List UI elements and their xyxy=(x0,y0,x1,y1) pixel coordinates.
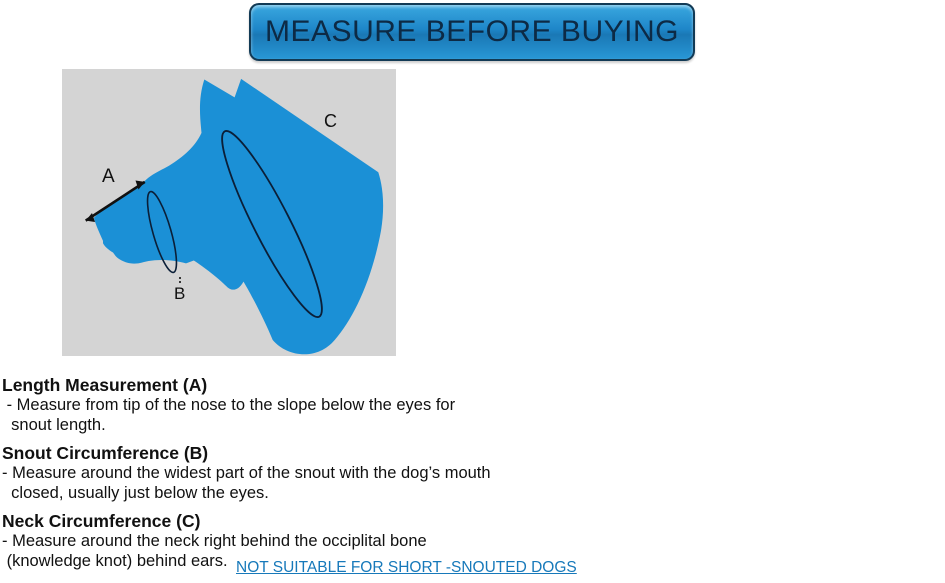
svg-text:B: B xyxy=(174,284,185,303)
svg-text:C: C xyxy=(324,111,337,131)
svg-text:A: A xyxy=(102,166,115,187)
